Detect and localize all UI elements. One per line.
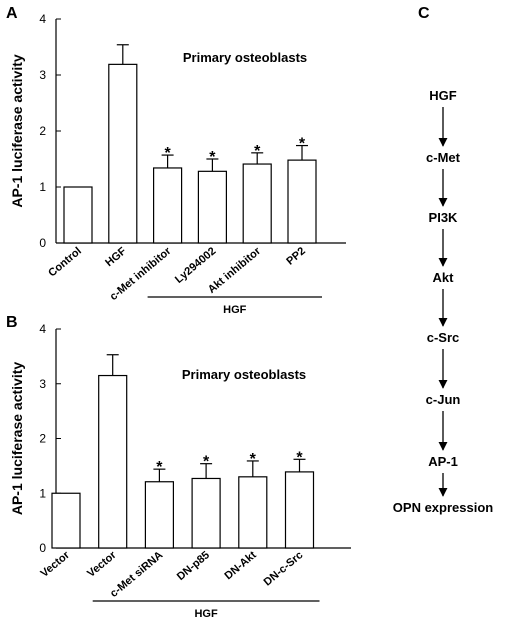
significance-marker: * — [203, 454, 210, 471]
category-label: PP2 — [284, 245, 308, 268]
y-axis-label: AP-1 luciferase activity — [9, 54, 25, 208]
chart-panel-a: A 0 1 2 3 4 AP-1 luciferase activity Primary os… — [6, 5, 346, 316]
pathway-node: c-Jun — [426, 392, 461, 407]
bar — [242, 163, 272, 244]
significance-marker: * — [296, 449, 303, 466]
chart-annotation: Primary osteoblasts — [182, 367, 306, 382]
pathway-node: c-Met — [426, 150, 461, 165]
significance-marker: * — [299, 136, 306, 153]
panel-label: A — [6, 5, 18, 22]
bar — [191, 477, 221, 549]
chart-annotation: Primary osteoblasts — [183, 50, 307, 65]
y-tick-label: 2 — [39, 124, 46, 138]
y-tick-label: 0 — [39, 541, 46, 555]
pathway-node: OPN expression — [393, 500, 493, 515]
pathway-node: HGF — [429, 88, 457, 103]
bar — [284, 471, 315, 549]
significance-marker: * — [250, 451, 257, 468]
pathway-diagram: C HGF c-Met PI3K Akt c-Src c-Jun AP-1 OPN expres… — [393, 5, 493, 515]
pathway-node: AP-1 — [428, 454, 458, 469]
y-tick-label: 1 — [39, 180, 46, 194]
bar — [287, 159, 317, 244]
y-tick-label: 4 — [39, 12, 46, 26]
pathway-node: Akt — [433, 270, 455, 285]
bar — [153, 167, 183, 244]
bar — [51, 492, 81, 549]
bar — [63, 186, 93, 244]
chart-panel-b: B 0 1 2 3 4 AP-1 luciferase activity Primary os… — [6, 314, 351, 620]
panel-label: C — [418, 5, 430, 22]
panel-label: B — [6, 314, 18, 331]
y-tick-label: 1 — [39, 486, 46, 500]
y-tick-label: 2 — [39, 432, 46, 446]
pathway-node: c-Src — [427, 330, 460, 345]
category-label: Control — [46, 245, 84, 279]
significance-marker: * — [254, 143, 261, 160]
y-tick-label: 3 — [39, 377, 46, 391]
category-label: Ly294002 — [173, 245, 218, 286]
significance-marker: * — [164, 145, 171, 162]
treatment-bracket-label: HGF — [223, 304, 247, 316]
bar — [197, 170, 227, 244]
y-tick-label: 3 — [39, 68, 46, 82]
y-tick-label: 0 — [39, 236, 46, 250]
significance-marker: * — [209, 149, 216, 166]
treatment-bracket-label: HGF — [194, 608, 218, 620]
bar — [144, 481, 174, 549]
pathway-node: PI3K — [429, 210, 459, 225]
category-label: DN-Akt — [222, 549, 259, 582]
bar — [108, 63, 138, 244]
y-tick-label: 4 — [39, 322, 46, 336]
significance-marker: * — [156, 459, 163, 476]
category-label: DN-c-Src — [262, 549, 306, 588]
bar — [98, 374, 128, 549]
y-axis-label: AP-1 luciferase activity — [9, 362, 25, 516]
category-label: DN-p85 — [175, 549, 212, 583]
category-label: Vector — [85, 549, 119, 580]
category-label: HGF — [103, 245, 129, 269]
bar — [238, 476, 268, 549]
